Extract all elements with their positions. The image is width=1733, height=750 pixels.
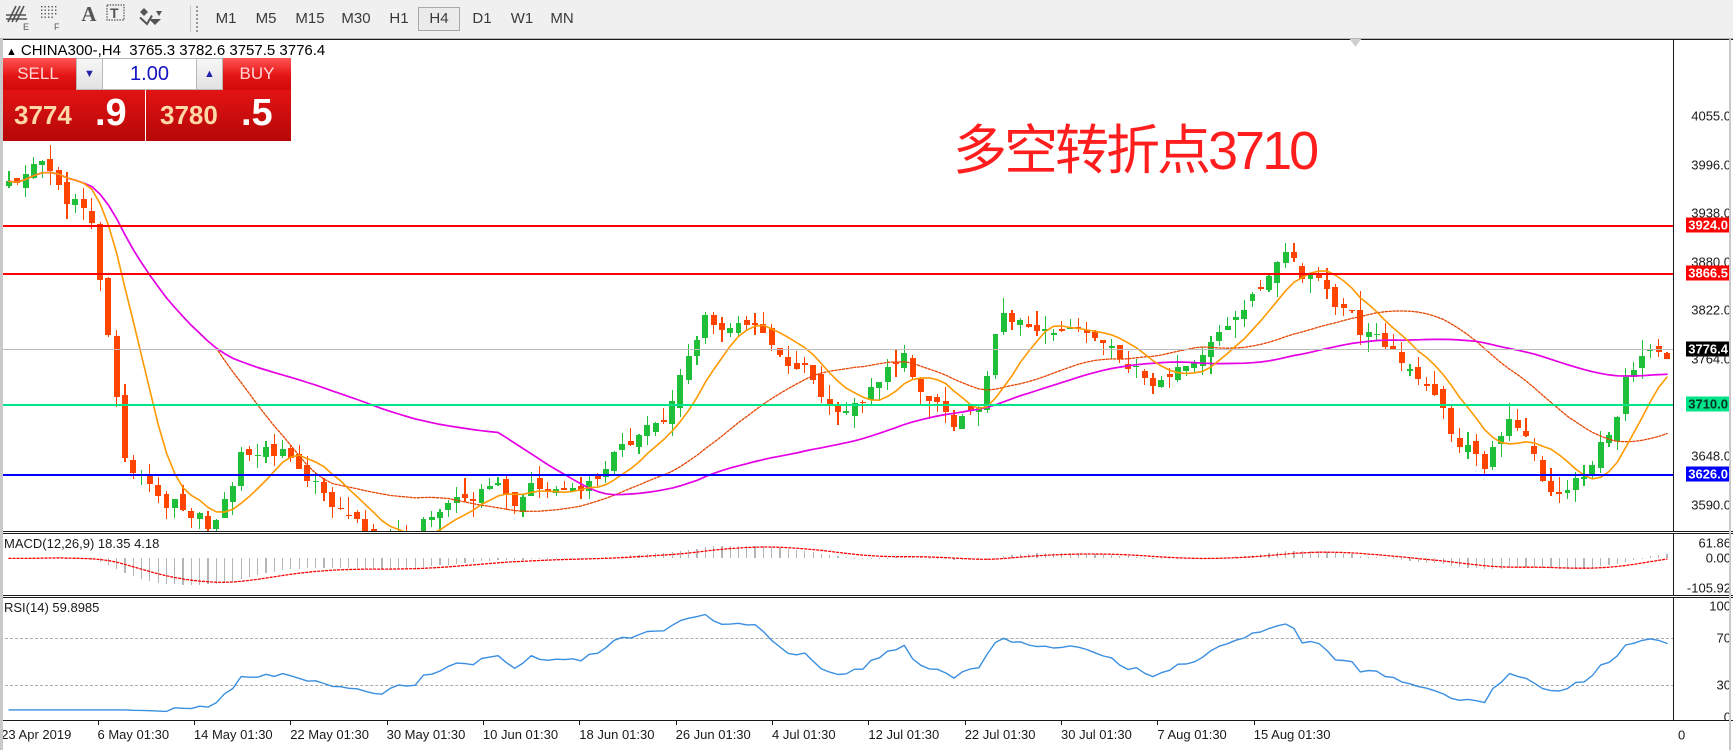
svg-text:E: E: [23, 22, 29, 32]
svg-text:F: F: [54, 22, 60, 32]
svg-text:T: T: [110, 5, 119, 21]
